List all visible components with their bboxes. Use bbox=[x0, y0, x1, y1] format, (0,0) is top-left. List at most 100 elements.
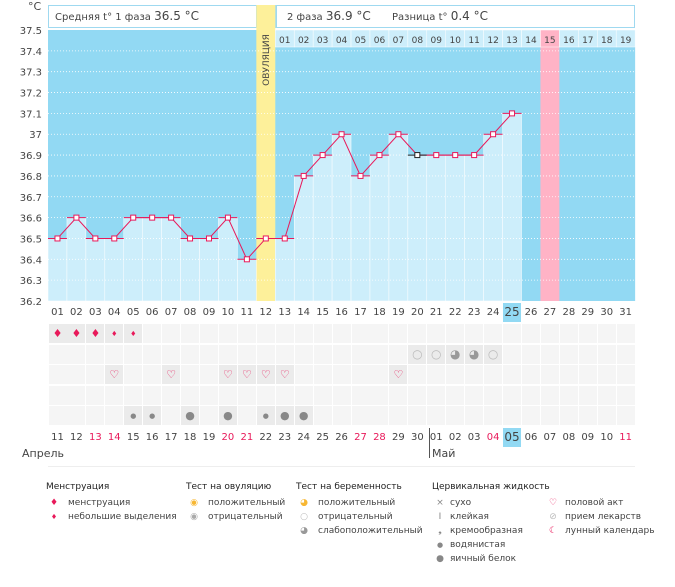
phase2-day-label: 09 bbox=[431, 36, 443, 46]
cycle-day-label: 23 bbox=[467, 307, 481, 318]
symbol-cell bbox=[446, 365, 465, 384]
symbol-cell bbox=[465, 365, 484, 384]
legend-item: водянистая bbox=[450, 540, 506, 550]
pill-icon: ⊘ bbox=[549, 512, 557, 522]
temperature-point bbox=[414, 152, 421, 159]
legend-title: Тест на овуляцию bbox=[186, 482, 272, 492]
y-tick-label: 36.6 bbox=[20, 214, 42, 225]
symbol-cell bbox=[503, 385, 522, 405]
temperature-point bbox=[224, 214, 231, 221]
symbol-cell bbox=[143, 365, 162, 384]
phase2-day-label: 16 bbox=[563, 36, 575, 46]
temperature-point bbox=[452, 152, 459, 159]
symbol-cell bbox=[143, 324, 162, 343]
symbol-cell bbox=[48, 344, 67, 364]
light-bleeding-icon: ♦ bbox=[50, 513, 58, 521]
temperature-point bbox=[243, 256, 250, 263]
symbol-cell bbox=[162, 406, 181, 425]
symbol-cell bbox=[294, 385, 313, 405]
symbol-cell bbox=[597, 324, 616, 343]
temperature-point bbox=[168, 214, 175, 221]
heart-icon: ♡ bbox=[218, 365, 237, 384]
menstruation-icon: ♦ bbox=[48, 324, 67, 343]
date-label: 15 bbox=[126, 432, 140, 443]
temperature-point bbox=[262, 235, 269, 242]
symbol-cell bbox=[540, 385, 559, 405]
symbol-cell bbox=[597, 406, 616, 425]
symbol-cell bbox=[162, 344, 181, 364]
cycle-day-label: 16 bbox=[335, 307, 348, 318]
legend-item: клейкая bbox=[450, 512, 489, 522]
temperature-bar bbox=[464, 154, 484, 302]
cycle-day-label: 12 bbox=[259, 307, 273, 318]
phase1-value: 36.5 °C bbox=[154, 9, 200, 23]
date-label: 30 bbox=[410, 432, 424, 443]
symbol-cell bbox=[237, 344, 256, 364]
symbol-cell bbox=[162, 385, 181, 405]
phase2-day-label: 11 bbox=[468, 36, 479, 46]
heart-icon: ♡ bbox=[105, 365, 124, 384]
symbol-cell bbox=[578, 385, 597, 405]
temperature-point bbox=[433, 152, 440, 159]
phase2-day-cell bbox=[615, 29, 636, 48]
legend-item: отрицательный bbox=[318, 512, 393, 522]
date-label: 11 bbox=[619, 432, 633, 443]
symbol-cell bbox=[503, 365, 522, 384]
symbol-cell bbox=[124, 344, 143, 364]
y-tick-label: 36.9 bbox=[20, 151, 42, 162]
symbol-cell bbox=[313, 365, 332, 384]
date-label: 17 bbox=[164, 432, 178, 443]
dry-icon: × bbox=[436, 498, 444, 508]
legend-item: яичный белок bbox=[450, 554, 517, 564]
y-tick-label: 37 bbox=[29, 130, 42, 141]
date-label: 18 bbox=[183, 432, 197, 443]
date-label: 19 bbox=[202, 432, 216, 443]
date-label: 10 bbox=[600, 432, 614, 443]
negative-ovulation-icon: ◉ bbox=[190, 512, 198, 522]
symbol-cell bbox=[559, 406, 578, 425]
symbol-cell bbox=[294, 344, 313, 364]
temperature-point bbox=[92, 235, 99, 242]
symbol-cell bbox=[540, 406, 559, 425]
date-label: 11 bbox=[51, 432, 64, 443]
cycle-day-label: 13 bbox=[278, 307, 292, 318]
symbol-cell bbox=[616, 385, 635, 405]
menstruation-icon: ♦ bbox=[49, 498, 59, 508]
date-label: 09 bbox=[581, 432, 595, 443]
phase2-day-label: 07 bbox=[393, 36, 404, 46]
menstruation-icon: ♦ bbox=[67, 324, 86, 343]
symbol-cell bbox=[522, 365, 540, 384]
heart-icon: ♡ bbox=[389, 365, 408, 384]
weak-pregnancy-icon: ◕ bbox=[300, 526, 308, 536]
expected-period-band bbox=[540, 47, 560, 301]
y-tick-label: 37.5 bbox=[20, 26, 42, 37]
phase2-day-label: 01 bbox=[279, 36, 290, 46]
symbol-cell bbox=[313, 324, 332, 343]
heart-icon: ♡ bbox=[275, 365, 294, 384]
symbol-cell bbox=[427, 406, 446, 425]
symbol-cell bbox=[181, 344, 200, 364]
temperature-bar bbox=[104, 238, 125, 302]
positive-pregnancy-icon: ◕ bbox=[300, 498, 308, 508]
symbol-cell bbox=[294, 324, 313, 343]
y-tick-label: 37.3 bbox=[20, 68, 42, 79]
date-label: 29 bbox=[392, 432, 405, 443]
symbol-cell bbox=[522, 385, 540, 405]
temperature-point bbox=[73, 214, 80, 221]
date-label: 26 bbox=[335, 432, 348, 443]
diff-label: Разница t° bbox=[391, 12, 448, 23]
temperature-bar bbox=[199, 238, 219, 302]
symbol-cell bbox=[616, 365, 635, 384]
symbol-cell bbox=[559, 324, 578, 343]
symbol-cell bbox=[181, 324, 200, 343]
cycle-day-label: 06 bbox=[145, 307, 159, 318]
symbol-cell bbox=[389, 344, 408, 364]
legend-item: отрицательный bbox=[208, 512, 283, 522]
diff-value: 0.4 °C bbox=[450, 9, 488, 23]
symbol-cell bbox=[522, 406, 540, 425]
moon-icon: ☾ bbox=[548, 526, 558, 536]
symbol-cell bbox=[540, 365, 559, 384]
symbol-cell bbox=[105, 406, 124, 425]
temperature-point bbox=[205, 235, 212, 242]
cycle-day-label: 24 bbox=[486, 307, 500, 318]
